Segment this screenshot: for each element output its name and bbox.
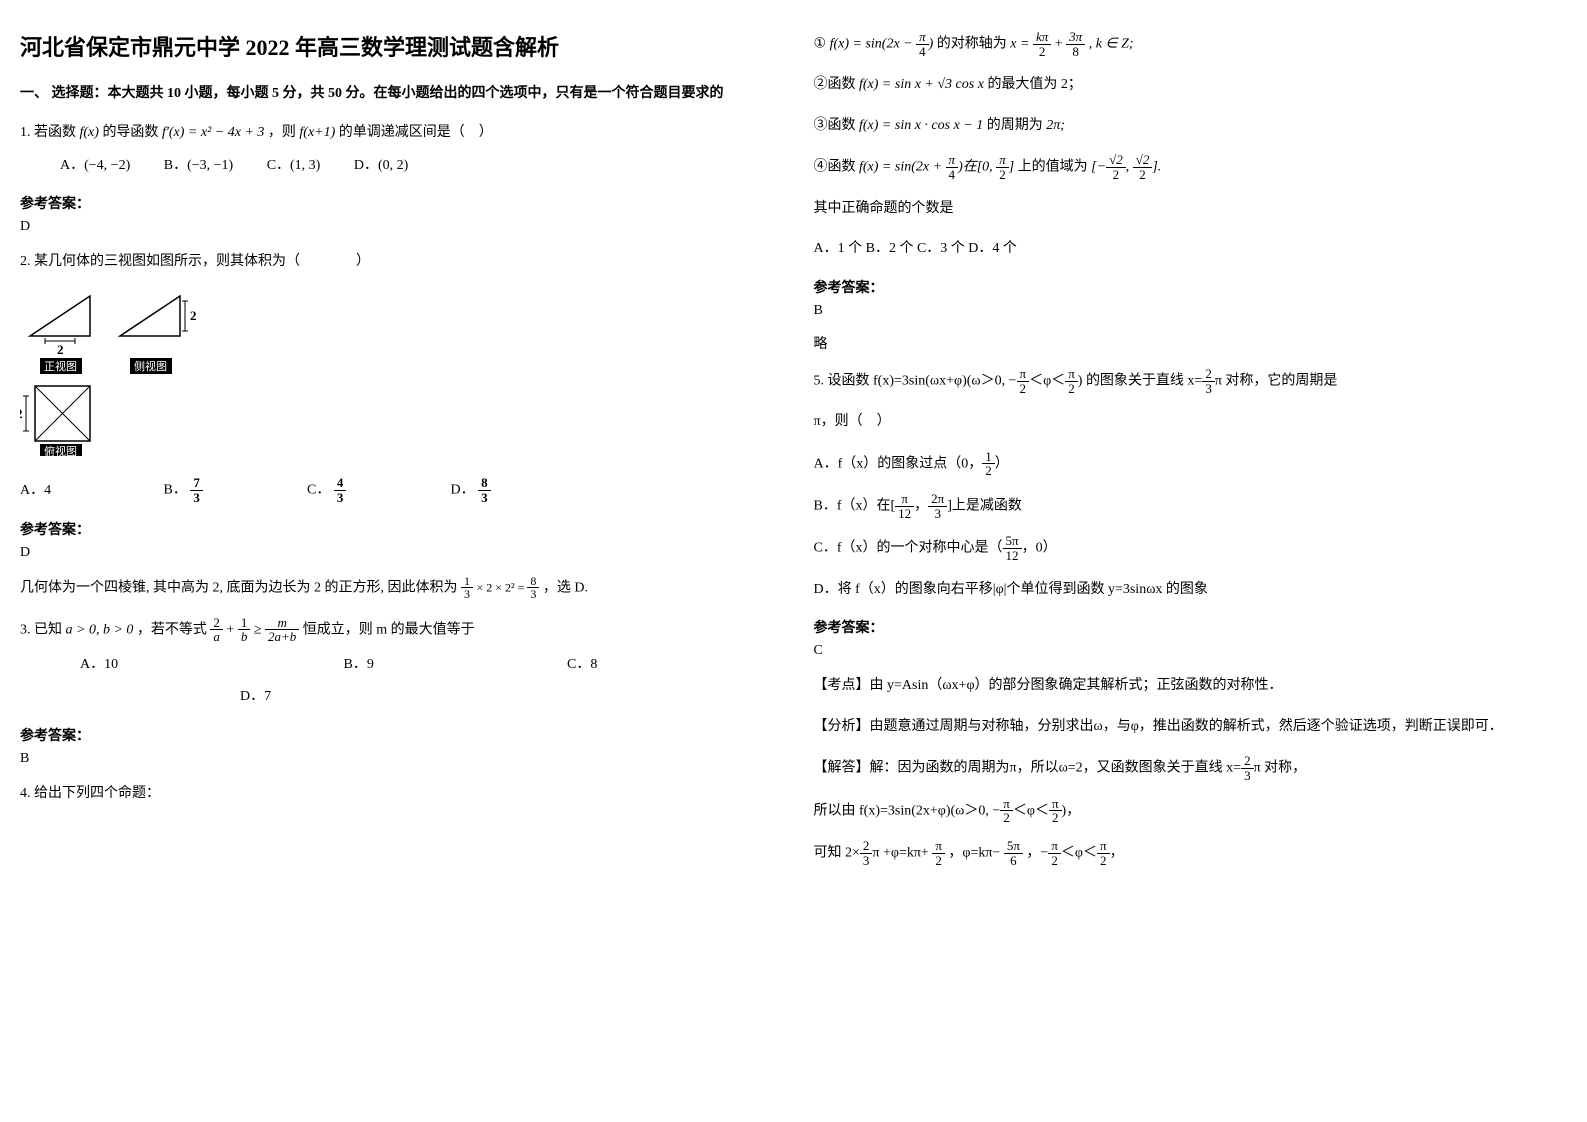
q5-stem-e: π，则（ ）	[814, 409, 1568, 436]
q4-answer: B	[814, 303, 1568, 319]
q2-diagram: 2 2 正视图 侧视图 2 俯视图	[20, 286, 774, 467]
q3-answer-label: 参考答案：	[20, 725, 774, 745]
q2-oA: A．4	[20, 478, 160, 505]
q4-p2: ②函数 f(x) = sin x + √3 cos x 的最大值为 2；	[814, 72, 1568, 99]
q1-options: A．(−4, −2) B．(−3, −1) C．(1, 3) D．(0, 2)	[60, 153, 774, 180]
q5-oD: D．将 f（x）的图象向右平移|φ|个单位得到函数 y=3sinωx 的图象	[814, 577, 1568, 604]
q2-options: A．4 B． 73 C． 43 D． 83	[20, 476, 774, 504]
q2-answer: D	[20, 545, 774, 561]
section-intro: 一、 选择题：本大题共 10 小题，每小题 5 分，共 50 分。在每小题给出的…	[20, 82, 774, 102]
q1-oB: B．(−3, −1)	[164, 158, 233, 173]
q5-jieda-2: 所以由 f(x)=3sin(2x+φ)(ω＞0, −π2＜φ＜π2)，	[814, 797, 1568, 825]
q5-fenxi: 【分析】由题意通过周期与对称轴，分别求出ω，与φ，推出函数的解析式，然后逐个验证…	[814, 714, 1568, 741]
q3-oB: B．9	[344, 652, 564, 679]
q2-oD: D． 83	[451, 476, 491, 504]
q1-stem-c: ，则	[268, 125, 296, 140]
q3-answer: B	[20, 751, 774, 767]
q5-jieda-3: 可知 2×23π +φ=kπ+ π2 ，φ=kπ− 5π6 ，−π2＜φ＜π2，	[814, 839, 1568, 867]
q4-p3: ③函数 f(x) = sin x · cos x − 1 的周期为 2π;	[814, 113, 1568, 140]
question-4-stem: 4. 给出下列四个命题：	[20, 781, 774, 808]
q5-oB: B．f（x）在[π12，2π3]上是减函数	[814, 492, 1568, 520]
q3-options: A．10 B．9 C．8	[80, 652, 774, 679]
q5-jieda-1: 【解答】解：因为函数的周期为π，所以ω=2，又函数图象关于直线 x=23π 对称…	[814, 754, 1568, 782]
svg-text:2: 2	[190, 308, 197, 323]
right-column: ① f(x) = sin(2x − π4) 的对称轴为 x = kπ2 + 3π…	[814, 30, 1568, 881]
q1-stem-b: 的导函数	[102, 125, 158, 140]
q2-oC: C． 43	[307, 476, 447, 504]
q5-answer-label: 参考答案：	[814, 617, 1568, 637]
q4-answer2: 略	[814, 333, 1568, 353]
q2-oB: B． 73	[164, 476, 304, 504]
page-container: 河北省保定市鼎元中学 2022 年高三数学理测试题含解析 一、 选择题：本大题共…	[20, 30, 1567, 881]
q4-answer-label: 参考答案：	[814, 277, 1568, 297]
q1-oA: A．(−4, −2)	[60, 158, 130, 173]
q1-oC: C．(1, 3)	[267, 158, 321, 173]
q3-oD: D．7	[240, 684, 774, 711]
q3-oC: C．8	[567, 652, 597, 679]
q1-answer: D	[20, 219, 774, 235]
svg-text:侧视图: 侧视图	[134, 359, 167, 373]
left-column: 河北省保定市鼎元中学 2022 年高三数学理测试题含解析 一、 选择题：本大题共…	[20, 30, 774, 881]
q4-options: A．1 个 B．2 个 C．3 个 D．4 个	[814, 236, 1568, 263]
svg-text:2: 2	[57, 342, 64, 357]
q4-p4: ④函数 f(x) = sin(2x + π4)在[0, π2] 上的值域为 [−…	[814, 153, 1568, 181]
q2-stem: 2. 某几何体的三视图如图所示，则其体积为（ ）	[20, 249, 774, 276]
q1-oD: D．(0, 2)	[354, 158, 408, 173]
q3-oA: A．10	[80, 652, 340, 679]
q5-oC: C．f（x）的一个对称中心是（5π12，0）	[814, 534, 1568, 562]
q1-fpx: f′(x) = x² − 4x + 3	[162, 125, 264, 140]
q1-answer-label: 参考答案：	[20, 193, 774, 213]
question-3: 3. 已知 a > 0, b > 0 ，若不等式 2a + 1b ≥ m2a+b…	[20, 616, 774, 711]
svg-text:正视图: 正视图	[44, 359, 77, 373]
svg-text:俯视图: 俯视图	[44, 444, 77, 456]
question-1: 1. 若函数 f(x) 的导函数 f′(x) = x² − 4x + 3 ，则 …	[20, 120, 774, 179]
question-5: 5. 设函数 f(x)=3sin(ωx+φ)(ω＞0, −π2＜φ＜π2) 的图…	[814, 367, 1568, 395]
q5-oA: A．f（x）的图象过点（0，12）	[814, 450, 1568, 478]
q2-explanation: 几何体为一个四棱锥, 其中高为 2, 底面为边长为 2 的正方形, 因此体积为 …	[20, 575, 774, 602]
question-2: 2. 某几何体的三视图如图所示，则其体积为（ ） 2 2 正视图 侧视图	[20, 249, 774, 504]
q4-tail: 其中正确命题的个数是	[814, 196, 1568, 223]
q1-fx: f(x)	[80, 125, 99, 140]
q1-stem-d: 的单调递减区间是（ ）	[339, 125, 493, 140]
q4-p1: ① f(x) = sin(2x − π4) 的对称轴为 x = kπ2 + 3π…	[814, 30, 1568, 58]
q1-stem-a: 1. 若函数	[20, 125, 76, 140]
svg-text:2: 2	[20, 406, 23, 421]
q5-kaodian: 【考点】由 y=Asin（ωx+φ）的部分图象确定其解析式；正弦函数的对称性．	[814, 673, 1568, 700]
q2-answer-label: 参考答案：	[20, 519, 774, 539]
q5-answer: C	[814, 643, 1568, 659]
q1-fx1: f(x+1)	[299, 125, 335, 140]
three-view-svg: 2 2 正视图 侧视图 2 俯视图	[20, 286, 240, 456]
page-title: 河北省保定市鼎元中学 2022 年高三数学理测试题含解析	[20, 30, 774, 62]
